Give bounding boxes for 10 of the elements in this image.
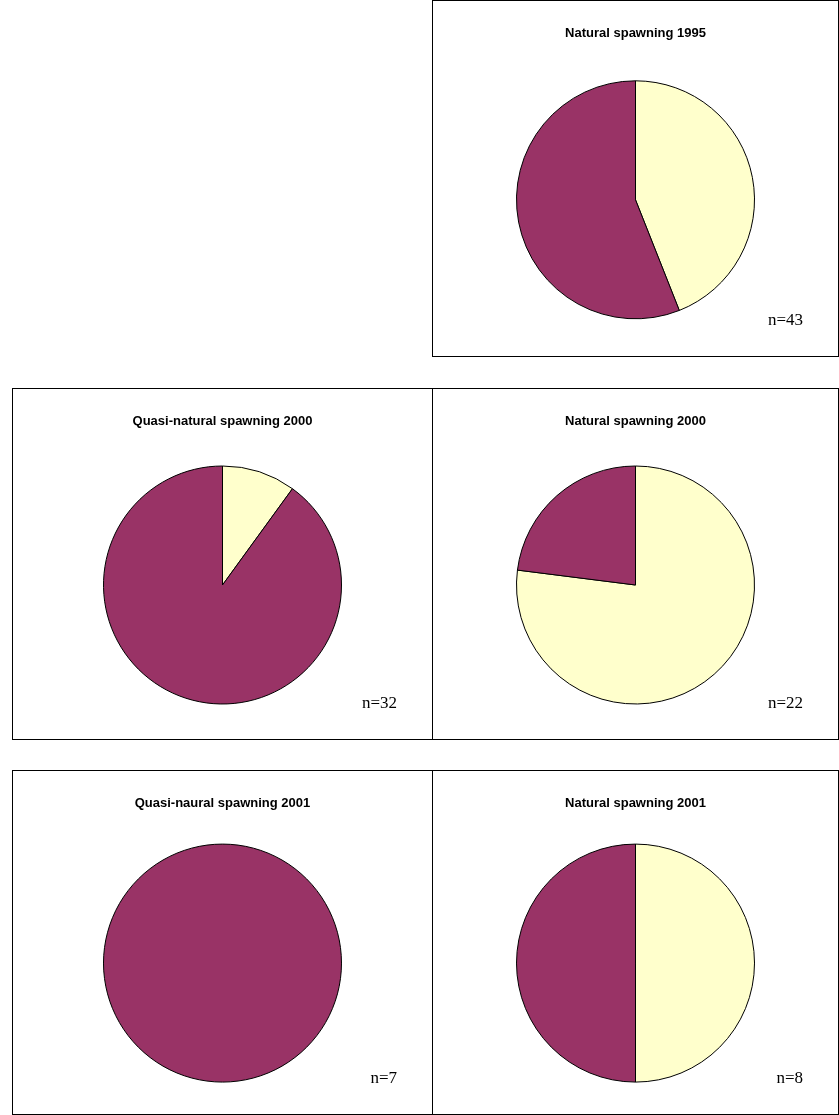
text: n=8 (776, 1068, 804, 1087)
chart-title: Natural spawning 2000 (565, 413, 706, 428)
chart-title: Quasi-natural spawning 2000 (132, 413, 313, 428)
text: n=7 (370, 1068, 398, 1087)
chart-title: Natural spawning 2001 (565, 795, 706, 810)
chart-title: Quasi-naural spawning 2001 (134, 795, 311, 810)
chart-title: Natural spawning 1995 (565, 25, 706, 40)
text: n=32 (361, 693, 398, 712)
text: n=22 (767, 693, 804, 712)
text: n=43 (767, 310, 804, 329)
